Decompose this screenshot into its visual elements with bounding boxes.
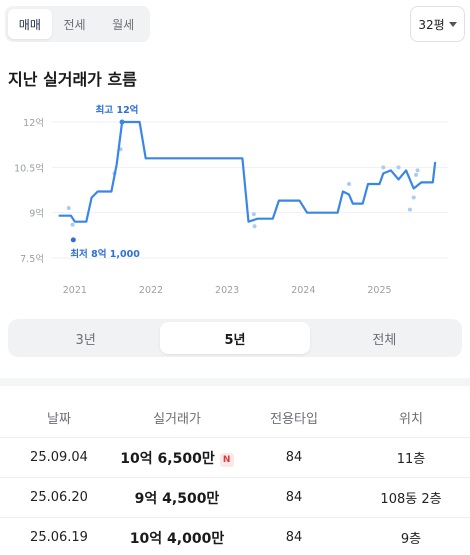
transaction-dot — [381, 165, 386, 170]
header-location: 위치 — [399, 412, 423, 427]
max-point — [119, 119, 125, 125]
x-tick-label: 2023 — [215, 285, 239, 296]
table-row[interactable]: 25.06.19 10억 4,000만 84 9층 — [0, 518, 470, 555]
transaction-dot — [251, 212, 256, 217]
row-location: 11층 — [396, 452, 426, 467]
header-price: 실거래가 — [153, 412, 201, 427]
x-tick-label: 2025 — [367, 285, 391, 296]
x-tick-label: 2024 — [291, 285, 315, 296]
section-divider — [0, 378, 470, 386]
tab-monthly-rent[interactable]: 월세 — [112, 17, 135, 32]
price-trend-line — [58, 120, 437, 223]
row-area-type: 84 — [285, 490, 303, 505]
size-select[interactable]: 32평 — [410, 6, 465, 42]
transaction-dot — [411, 195, 416, 200]
chevron-down-icon — [448, 22, 457, 27]
max-label: 최고 12억 — [96, 104, 139, 116]
y-tick-label: 12억 — [23, 117, 44, 129]
table-row[interactable]: 25.06.20 9억 4,500만 84 108동 2층 — [0, 478, 470, 518]
period-3y-button[interactable]: 3년 — [75, 332, 96, 348]
row-price-cell: 9억 4,500만 — [118, 488, 236, 508]
transaction-dot — [252, 224, 257, 229]
tab-sale[interactable]: 매매 — [8, 9, 52, 39]
row-area-type: 84 — [285, 450, 303, 465]
row-date: 25.06.19 — [30, 530, 88, 545]
transaction-dot — [70, 222, 75, 227]
row-date: 25.09.04 — [30, 450, 88, 465]
row-price: 10억 6,500만 — [120, 450, 215, 467]
header-area-type: 전용타입 — [270, 412, 318, 427]
row-price: 10억 4,000만 — [129, 530, 225, 547]
section-title: 지난 실거래가 흐름 — [8, 70, 137, 89]
row-area-type: 84 — [285, 530, 303, 545]
price-trend-chart: 12억 10.5억 9억 7.5억 2021 2022 2023 2024 2025 최고 1… — [14, 104, 448, 296]
period-selector: 3년 5년 전체 — [8, 319, 462, 357]
x-tick-label: 2021 — [63, 285, 87, 296]
tab-jeonse[interactable]: 전세 — [63, 17, 86, 32]
transaction-dot — [396, 165, 401, 170]
header-date: 날짜 — [47, 412, 71, 427]
table-row[interactable]: 25.09.04 10억 6,500만 N 84 11층 — [0, 438, 470, 478]
y-tick-label: 9억 — [29, 208, 44, 220]
row-date: 25.06.20 — [30, 490, 88, 505]
row-price: 9억 4,500만 — [134, 490, 220, 507]
row-price-cell: 10억 4,000만 — [118, 528, 236, 548]
row-location: 9층 — [400, 532, 422, 547]
min-point — [70, 237, 76, 243]
period-5y-button[interactable]: 5년 — [160, 322, 310, 354]
transaction-table: 날짜 실거래가 전용타입 위치 25.09.04 10억 6,500만 N 84 … — [0, 398, 470, 555]
table-header: 날짜 실거래가 전용타입 위치 — [0, 398, 470, 438]
y-tick-label: 7.5억 — [20, 253, 44, 265]
transaction-dot — [415, 168, 420, 173]
row-price-cell: 10억 6,500만 N — [118, 448, 236, 468]
transaction-dot — [66, 206, 71, 211]
size-select-value: 32평 — [418, 17, 445, 32]
period-all-button[interactable]: 전체 — [372, 332, 397, 348]
transaction-dot — [347, 181, 351, 186]
transaction-dot — [414, 172, 419, 177]
new-badge: N — [219, 452, 234, 467]
min-label: 최저 8억 1,000 — [70, 248, 140, 260]
x-tick-label: 2022 — [139, 285, 163, 296]
deal-type-tabs: 매매 전세 월세 — [5, 6, 150, 42]
transaction-dot — [407, 207, 412, 212]
row-location: 108동 2층 — [380, 492, 442, 507]
y-tick-label: 10.5억 — [14, 162, 44, 174]
